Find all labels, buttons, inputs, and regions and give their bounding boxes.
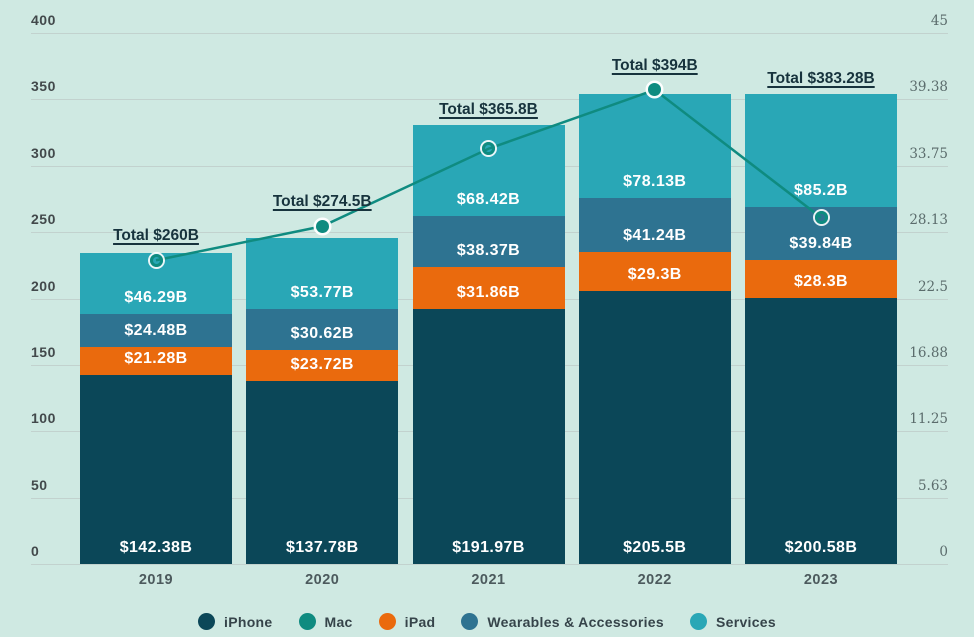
gridline <box>31 33 948 34</box>
total-label-2020: Total $274.5B <box>272 193 372 211</box>
total-label-2023: Total $383.28B <box>767 70 875 88</box>
bar-value-label: $85.2B <box>794 182 848 200</box>
bar-segment-iphone-2020[interactable]: $137.78B <box>246 381 399 564</box>
bar-segment-services-2023[interactable]: $85.2B <box>745 94 897 208</box>
bar-value-label: $46.29B <box>124 289 188 307</box>
bar-segment-iphone-2021[interactable]: $191.97B <box>412 309 565 564</box>
bar-segment-wearables-accessories-2021[interactable]: $38.37B <box>412 215 565 267</box>
bar-value-label: $200.58B <box>784 538 858 556</box>
y-axis-tick-left-400: 400 <box>31 12 56 28</box>
bar-segment-ipad-2019[interactable]: $21.28B <box>80 346 232 375</box>
mac-marker-2020[interactable] <box>315 219 329 233</box>
y-axis-tick-right-5.63: 5.63 <box>917 477 948 494</box>
bar-value-label: $41.24B <box>623 227 687 245</box>
y-axis-tick-right-22.5: 22.5 <box>917 278 948 295</box>
y-axis-tick-right-45: 45 <box>930 13 948 29</box>
bar-segment-iphone-2019[interactable]: $142.38B <box>80 374 232 564</box>
legend-item-iphone[interactable]: iPhone <box>198 613 272 630</box>
legend-swatch-ipad <box>378 613 396 630</box>
y-axis-tick-left-50: 50 <box>31 476 48 493</box>
legend-swatch-wearables-accessories <box>461 613 479 630</box>
bar-value-label: $205.5B <box>623 538 687 556</box>
y-axis-tick-right-0: 0 <box>939 544 948 560</box>
bar-segment-iphone-2022[interactable]: $205.5B <box>578 291 731 564</box>
legend-label: Services <box>715 613 776 630</box>
y-axis-tick-left-100: 100 <box>31 410 56 427</box>
bar-segment-ipad-2022[interactable]: $29.3B <box>578 252 731 292</box>
bar-value-label: $29.3B <box>627 266 682 284</box>
y-axis-tick-left-200: 200 <box>31 277 56 294</box>
legend-label: Mac <box>324 613 353 630</box>
bar-value-label: $78.13B <box>623 172 687 190</box>
bar-segment-ipad-2021[interactable]: $31.86B <box>412 266 565 310</box>
legend-item-ipad[interactable]: iPad <box>378 613 436 630</box>
bar-2019[interactable]: $142.38B $21.28B $24.48B $46.29B <box>80 252 232 564</box>
total-label-2022: Total $394B <box>611 56 698 74</box>
x-axis-label-2021: 2021 <box>471 572 506 588</box>
bar-value-label: $23.72B <box>290 356 354 374</box>
legend-swatch-mac <box>298 613 316 630</box>
bar-value-label: $38.37B <box>456 241 521 259</box>
y-axis-tick-left-150: 150 <box>31 343 56 360</box>
bar-value-label: $31.86B <box>456 284 521 302</box>
bar-segment-iphone-2023[interactable]: $200.58B <box>745 297 897 564</box>
bar-value-label: $21.28B <box>124 349 188 367</box>
y-axis-tick-right-33.75: 33.75 <box>909 145 948 162</box>
bar-segment-services-2022[interactable]: $78.13B <box>578 93 731 198</box>
bar-2023[interactable]: $200.58B $28.3B $39.84B $85.2B <box>745 94 897 564</box>
bar-value-label: $68.42B <box>456 190 521 208</box>
bar-2021[interactable]: $191.97B $31.86B $38.37B $68.42B <box>412 125 565 564</box>
y-axis-tick-left-350: 350 <box>31 78 56 95</box>
legend-label: iPhone <box>224 613 273 630</box>
bar-2020[interactable]: $137.78B $23.72B $30.62B $53.77B <box>246 237 399 564</box>
legend-item-wearables-accessories[interactable]: Wearables & Accessories <box>461 613 664 630</box>
mac-marker-2022[interactable] <box>648 83 662 97</box>
mac-marker-2023[interactable] <box>814 211 828 225</box>
mac-marker-2021[interactable] <box>482 142 495 156</box>
x-axis-label-2022: 2022 <box>637 572 672 588</box>
y-axis-tick-right-11.25: 11.25 <box>909 411 948 428</box>
bar-value-label: $53.77B <box>290 283 354 301</box>
y-axis-tick-right-28.13: 28.13 <box>909 212 948 229</box>
bar-value-label: $142.38B <box>119 538 193 556</box>
mac-marker-2019[interactable] <box>149 253 163 267</box>
bar-2022[interactable]: $205.5B $29.3B $41.24B $78.13B <box>578 93 731 564</box>
legend-swatch-iphone <box>198 613 216 630</box>
legend-item-services[interactable]: Services <box>689 613 776 630</box>
x-axis-label-2023: 2023 <box>803 572 839 588</box>
legend: iPhone Mac iPad Wearables & Accessories Serv… <box>0 613 974 630</box>
y-axis-tick-left-250: 250 <box>31 211 56 228</box>
bar-value-label: $39.84B <box>789 235 853 253</box>
legend-label: Wearables & Accessories <box>487 613 664 630</box>
x-axis-label-2020: 2020 <box>305 572 340 588</box>
bar-segment-wearables-accessories-2022[interactable]: $41.24B <box>578 197 731 253</box>
y-axis-tick-left-300: 300 <box>31 144 56 161</box>
bar-segment-services-2020[interactable]: $53.77B <box>246 237 399 309</box>
legend-item-mac[interactable]: Mac <box>298 613 353 630</box>
legend-label: iPad <box>404 613 436 630</box>
bar-segment-wearables-accessories-2020[interactable]: $30.62B <box>246 308 399 350</box>
bar-value-label: $24.48B <box>124 321 188 339</box>
bar-value-label: $137.78B <box>285 538 359 556</box>
bar-segment-ipad-2020[interactable]: $23.72B <box>246 349 399 382</box>
bar-segment-wearables-accessories-2019[interactable]: $24.48B <box>80 314 232 347</box>
legend-swatch-services <box>689 613 707 630</box>
total-label-2021: Total $365.8B <box>439 101 538 119</box>
y-axis-tick-left-0: 0 <box>31 543 40 559</box>
y-axis-tick-right-39.38: 39.38 <box>909 79 948 96</box>
total-label-2019: Total $260B <box>113 227 199 245</box>
bar-segment-services-2021[interactable]: $68.42B <box>412 125 565 216</box>
bar-segment-ipad-2023[interactable]: $28.3B <box>745 260 897 298</box>
y-axis-tick-right-16.88: 16.88 <box>909 344 948 361</box>
x-axis-label-2019: 2019 <box>138 572 174 588</box>
bar-value-label: $28.3B <box>794 272 848 290</box>
bar-value-label: $30.62B <box>290 324 354 342</box>
bar-value-label: $191.97B <box>452 538 525 556</box>
gridline <box>31 564 948 565</box>
